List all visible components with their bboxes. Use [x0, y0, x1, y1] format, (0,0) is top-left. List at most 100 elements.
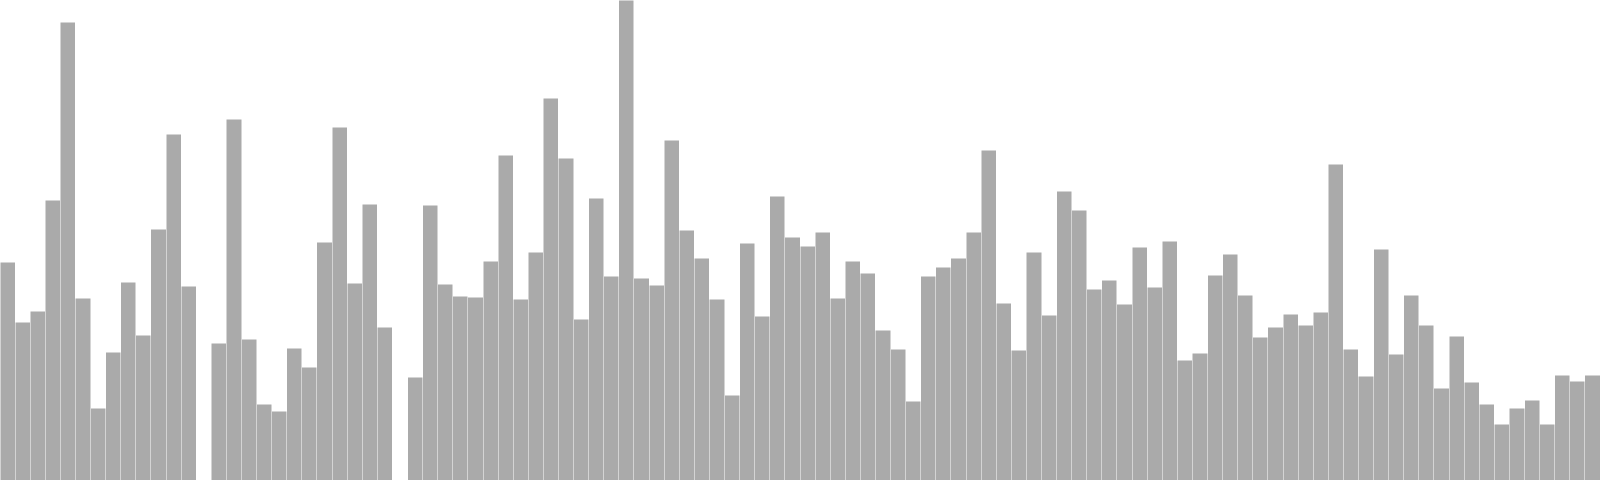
bar-6	[90, 407, 106, 480]
bar-66	[995, 302, 1012, 480]
bar-8	[120, 281, 137, 480]
bar-27	[407, 376, 423, 480]
bar-64	[965, 231, 982, 480]
bar-72	[1086, 288, 1103, 480]
bar-36	[543, 97, 559, 480]
bar-86	[1297, 324, 1314, 480]
bar-97	[1463, 381, 1480, 480]
bar-54	[814, 231, 831, 480]
bar-53	[799, 245, 816, 480]
bar-17	[256, 403, 272, 480]
bar-103	[1554, 374, 1571, 480]
bar-75	[1131, 246, 1148, 480]
bar-45	[679, 229, 695, 480]
bar-48	[724, 394, 740, 480]
bar-24	[362, 203, 378, 480]
bar-61	[920, 275, 937, 480]
bar-94	[1418, 324, 1435, 480]
bar-43	[648, 284, 665, 480]
bar-74	[1116, 303, 1133, 480]
bar-80	[1207, 274, 1223, 480]
bar-69	[1041, 314, 1057, 480]
bar-22	[331, 126, 348, 480]
bar-59	[890, 348, 906, 480]
bar-32	[482, 260, 499, 480]
bar-83	[1252, 336, 1269, 480]
bar-56	[845, 260, 861, 480]
bar-12	[180, 285, 197, 480]
bar-96	[1448, 335, 1465, 480]
bar-33	[497, 154, 514, 480]
bar-71	[1071, 209, 1088, 480]
bar-88	[1328, 163, 1344, 480]
bar-39	[588, 197, 605, 480]
bar-28	[422, 204, 438, 480]
bar-41	[618, 0, 635, 480]
bar-57	[860, 272, 876, 480]
bar-60	[905, 400, 921, 480]
bar-62	[935, 266, 952, 480]
bar-98	[1479, 403, 1495, 480]
bar-35	[528, 251, 544, 480]
bar-1	[14, 321, 31, 480]
bar-25	[377, 326, 393, 480]
bar-101	[1524, 399, 1540, 480]
bar-84	[1267, 326, 1284, 480]
bar-79	[1192, 352, 1208, 480]
bar-49	[739, 242, 755, 480]
bar-65	[980, 149, 997, 480]
bar-89	[1343, 348, 1359, 480]
bar-29	[437, 283, 454, 480]
bar-85	[1282, 313, 1299, 480]
bar-46	[694, 257, 710, 480]
bar-5	[75, 297, 91, 480]
bar-87	[1312, 311, 1329, 480]
bar-50	[754, 315, 771, 480]
bar-47	[709, 298, 725, 480]
bar-9	[135, 334, 152, 480]
bar-77	[1162, 240, 1178, 480]
bar-55	[829, 297, 846, 480]
bar-23	[346, 282, 363, 480]
bar-70	[1056, 190, 1072, 480]
bar-10	[150, 228, 167, 480]
bar-100	[1509, 407, 1525, 480]
bar-58	[875, 329, 891, 480]
bar-105	[1584, 374, 1600, 480]
bar-76	[1146, 286, 1163, 480]
bar-63	[950, 257, 967, 480]
bar-15	[226, 118, 242, 480]
bar-40	[603, 275, 620, 480]
bar-0	[0, 261, 16, 480]
bar-2	[29, 310, 46, 480]
bar-16	[241, 338, 257, 480]
bar-73	[1101, 279, 1118, 480]
bar-68	[1026, 251, 1042, 480]
bar-42	[633, 277, 650, 480]
bar-67	[1011, 349, 1027, 480]
bar-21	[316, 241, 333, 480]
bar-102	[1539, 423, 1555, 480]
bar-31	[467, 296, 484, 480]
bar-38	[573, 318, 589, 480]
bar-11	[165, 133, 182, 480]
bar-99	[1494, 423, 1510, 480]
bar-104	[1569, 380, 1586, 480]
bar-81	[1222, 253, 1238, 480]
bar-34	[512, 298, 529, 480]
bar-44	[663, 139, 680, 480]
bar-95	[1433, 387, 1450, 480]
bar-20	[301, 366, 318, 480]
bar-91	[1373, 248, 1389, 480]
bar-14	[211, 342, 227, 480]
bar-18	[271, 410, 288, 480]
bar-37	[558, 157, 574, 480]
bar-90	[1358, 375, 1374, 480]
bar-51	[769, 195, 786, 480]
bar-82	[1237, 294, 1254, 480]
bar-30	[452, 295, 469, 480]
bar-93	[1403, 294, 1420, 480]
bar-4	[60, 21, 76, 480]
bar-78	[1177, 359, 1193, 480]
